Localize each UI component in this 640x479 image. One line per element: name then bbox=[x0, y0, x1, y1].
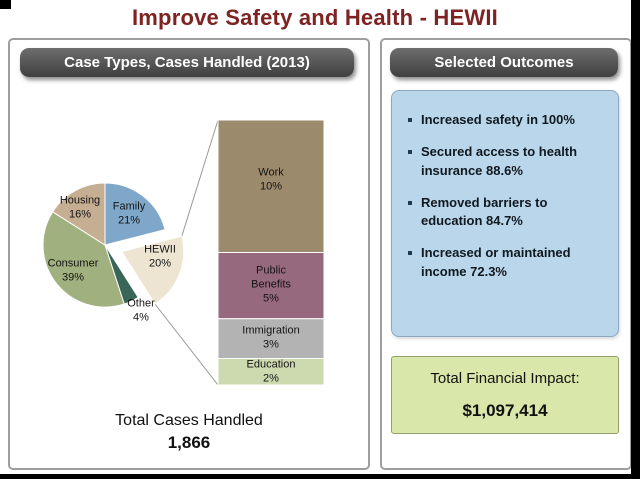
screen-edge-corner bbox=[0, 0, 11, 9]
bar-label-work: Work 10% bbox=[258, 166, 283, 194]
label-pct: 10% bbox=[259, 180, 283, 192]
outcome-text: Increased or maintained income 72.3% bbox=[421, 245, 571, 280]
bar-segment-work bbox=[217, 119, 325, 253]
list-item: Removed barriers to education 84.7% bbox=[406, 194, 592, 232]
label-text: Consumer bbox=[47, 257, 99, 270]
screen-edge-bottom bbox=[0, 474, 640, 479]
label-text: Other bbox=[127, 297, 155, 310]
total-cases: Total Cases Handled 1,866 bbox=[10, 412, 368, 453]
outcomes-box: Increased safety in 100% Secured access … bbox=[391, 90, 619, 337]
list-item: Increased or maintained income 72.3% bbox=[406, 244, 592, 282]
bar-label-education: Education 2% bbox=[247, 358, 296, 386]
bar-segment-education bbox=[217, 358, 325, 386]
label-pct: 4% bbox=[133, 311, 149, 323]
screen-edge-right bbox=[631, 0, 640, 479]
outcome-text: Increased safety in 100% bbox=[421, 112, 575, 127]
financial-impact-box: Total Financial Impact: $1,097,414 bbox=[391, 356, 619, 434]
bullet-icon bbox=[408, 118, 412, 122]
list-item: Secured access to health insurance 88.6% bbox=[406, 143, 592, 181]
outcomes-header: Selected Outcomes bbox=[390, 48, 618, 77]
pie-slice-hewii bbox=[120, 235, 185, 305]
total-cases-label: Total Cases Handled bbox=[115, 412, 263, 429]
chart-svg bbox=[42, 119, 325, 386]
label-text: Family bbox=[112, 200, 146, 213]
pie-slice-family bbox=[104, 182, 166, 246]
label-pct: 3% bbox=[263, 338, 279, 350]
label-pct: 5% bbox=[263, 291, 279, 304]
outcome-text: Removed barriers to education 84.7% bbox=[421, 194, 548, 229]
bar-segment-immigration bbox=[217, 318, 325, 359]
label-text: HEWII bbox=[144, 243, 176, 256]
pie-label-other: Other 4% bbox=[127, 297, 155, 325]
bar-segment-public-benefits bbox=[217, 252, 325, 320]
bullet-icon bbox=[408, 200, 412, 205]
label-text: Public Benefits bbox=[251, 264, 291, 291]
bullet-icon bbox=[408, 251, 412, 256]
connector-line-top bbox=[181, 119, 219, 237]
bullet-icon bbox=[408, 149, 412, 154]
bar-label-public-benefits: Public Benefits 5% bbox=[243, 264, 299, 305]
outcome-text: Secured access to health insurance 88.6% bbox=[421, 143, 578, 178]
pie-slice-consumer bbox=[42, 211, 125, 308]
pie-label-consumer: Consumer 39% bbox=[48, 257, 99, 285]
bar-label-immigration: Immigration 3% bbox=[242, 324, 299, 352]
pie-label-housing: Housing 16% bbox=[60, 194, 100, 222]
financial-impact-value: $1,097,414 bbox=[462, 401, 548, 420]
label-text: Housing bbox=[59, 194, 101, 207]
pie-of-pie-chart: Family 21% Housing 16% Consumer 39% Othe… bbox=[10, 95, 366, 407]
pie-label-hewii: HEWII 20% bbox=[144, 243, 176, 271]
label-pct: 16% bbox=[68, 208, 92, 220]
list-item: Increased safety in 100% bbox=[406, 111, 592, 130]
outcomes-panel: Selected Outcomes Increased safety in 10… bbox=[380, 38, 632, 470]
label-pct: 21% bbox=[117, 214, 141, 226]
label-pct: 20% bbox=[148, 257, 172, 269]
pie-label-family: Family 21% bbox=[113, 200, 145, 228]
label-text: Work bbox=[258, 166, 284, 179]
pie-slice-housing bbox=[52, 182, 106, 246]
case-types-panel: Case Types, Cases Handled (2013) Family … bbox=[8, 38, 370, 470]
label-text: Education bbox=[246, 358, 296, 371]
financial-impact-label: Total Financial Impact: bbox=[430, 370, 580, 387]
case-types-header: Case Types, Cases Handled (2013) bbox=[20, 48, 354, 77]
page-title: Improve Safety and Health - HEWII bbox=[131, 5, 498, 30]
total-cases-value: 1,866 bbox=[167, 433, 211, 452]
label-pct: 2% bbox=[263, 372, 279, 384]
label-text: Immigration bbox=[242, 324, 300, 337]
label-pct: 39% bbox=[61, 271, 85, 283]
connector-line-bottom bbox=[154, 303, 219, 386]
outcomes-list: Increased safety in 100% Secured access … bbox=[406, 111, 592, 282]
